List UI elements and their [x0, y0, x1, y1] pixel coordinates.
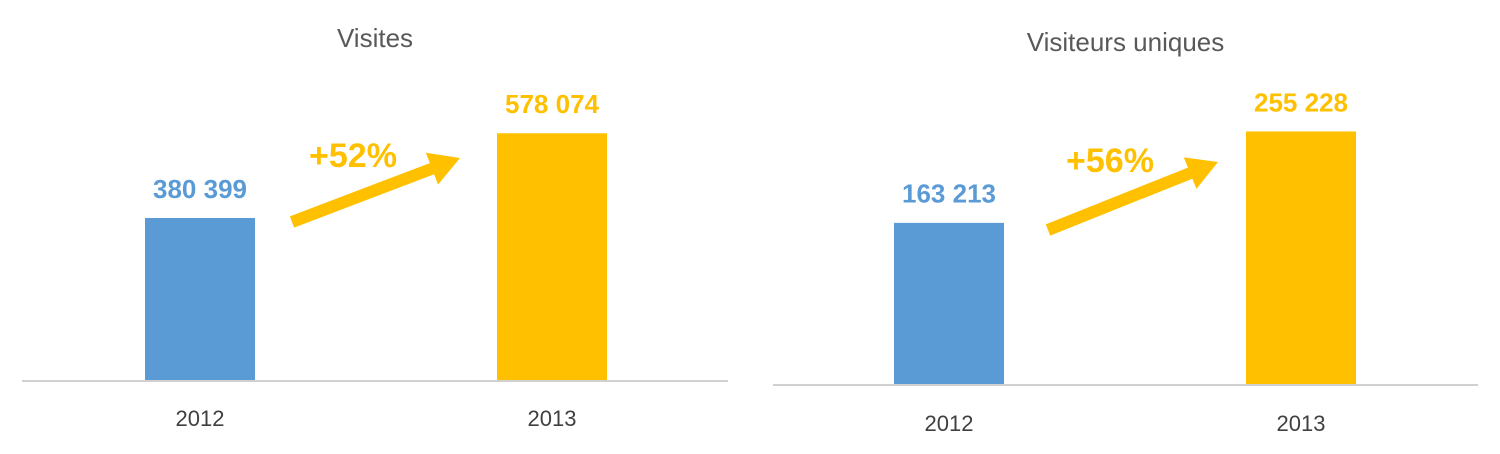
x-tick-label: 2012 — [925, 411, 974, 436]
value-label: 380 399 — [153, 174, 247, 204]
bar — [497, 133, 607, 381]
bar — [145, 217, 255, 381]
growth-arrow — [289, 152, 460, 228]
x-tick-label: 2012 — [176, 406, 225, 431]
value-label: 163 213 — [902, 179, 996, 209]
bar — [894, 222, 1004, 385]
value-label: 578 074 — [505, 89, 600, 119]
bar — [1246, 131, 1356, 385]
growth-arrow — [1045, 157, 1218, 236]
x-tick-label: 2013 — [528, 406, 577, 431]
chart-title: Visites — [337, 23, 413, 53]
chart: Visiteurs uniques 163 213 2012 255 228 2013 +… — [773, 27, 1478, 436]
value-label: 255 228 — [1254, 87, 1348, 117]
growth-annotation: +52% — [309, 137, 397, 175]
chart: Visites 380 399 2012 578 074 2013 +52% — [22, 23, 728, 431]
growth-annotation: +56% — [1066, 142, 1154, 180]
chart-title: Visiteurs uniques — [1027, 27, 1225, 57]
x-tick-label: 2013 — [1277, 411, 1326, 436]
